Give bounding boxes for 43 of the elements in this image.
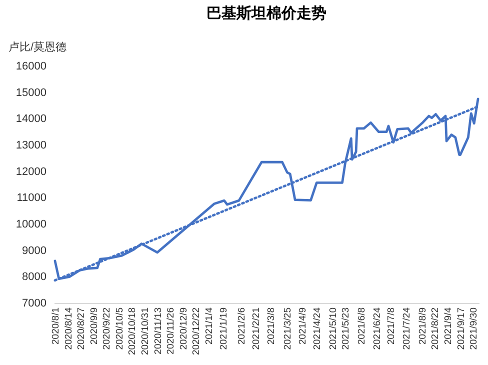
chart-title: 巴基斯坦棉价走势: [206, 4, 326, 22]
x-tick-label: 2020/8/27: [76, 308, 88, 350]
x-tick-label: 2021/9/17: [456, 308, 467, 350]
y-axis-title: 卢比/莫恩德: [8, 40, 67, 54]
x-tick-label: 2021/4/24: [312, 308, 324, 350]
x-tick-label: 2021/3/25: [282, 308, 294, 350]
x-tick-label: 2021/5/10: [328, 308, 339, 350]
x-tick-label: 2021/1/4: [204, 308, 215, 344]
y-tick-label: 8000: [22, 271, 46, 284]
y-tick-label: 14000: [16, 113, 46, 126]
x-tick-label: 2021/6/8: [356, 308, 368, 344]
x-tick-label: 2021/9/4: [443, 308, 454, 344]
x-tick-label: 2020/11/13: [152, 308, 164, 354]
x-tick-label: 2021/5/23: [340, 308, 352, 350]
x-tick-label: 2021/2/21: [251, 308, 262, 350]
x-tick-label: 2020/9/22: [102, 308, 113, 350]
x-tick-label: 2021/4/9: [297, 308, 308, 344]
x-tick-label: 2021/9/30: [468, 308, 480, 350]
x-tick-label: 2020/8/14: [63, 308, 74, 350]
x-tick-label: 2020/10/31: [140, 308, 152, 356]
x-tick-label: 2021/3/8: [266, 308, 277, 344]
x-tick-label: 2021/2/6: [236, 308, 248, 344]
y-tick-label: 13000: [16, 140, 46, 152]
x-tick-label: 2021/8/9: [417, 308, 428, 344]
y-tick-label: 12000: [16, 166, 46, 178]
x-tick-label: 2020/9/9: [88, 308, 100, 344]
x-tick-label: 2021/1/19: [218, 308, 230, 350]
y-tick-label: 7000: [22, 298, 46, 310]
x-tick-label: 2020/12/22: [191, 308, 202, 356]
x-tick-label: 2021/8/22: [430, 308, 442, 350]
y-tick-label: 9000: [22, 244, 46, 257]
y-tick-label: 15000: [16, 86, 46, 99]
x-tick-label: 2021/7/24: [402, 308, 413, 350]
x-tick-label: 2020/10/5: [114, 308, 126, 350]
y-tick-label: 16000: [16, 60, 46, 72]
x-tick-label: 2020/12/9: [178, 308, 190, 350]
x-tick-label: 2021/7/8: [386, 308, 397, 344]
x-tick-label: 2020/11/26: [166, 308, 177, 354]
x-tick-label: 2020/8/1: [50, 308, 62, 344]
x-tick-label: 2021/6/24: [372, 308, 384, 350]
y-tick-label: 11000: [16, 192, 46, 204]
y-tick-label: 10000: [16, 218, 46, 230]
x-tick-label: 2020/10/18: [127, 308, 138, 356]
